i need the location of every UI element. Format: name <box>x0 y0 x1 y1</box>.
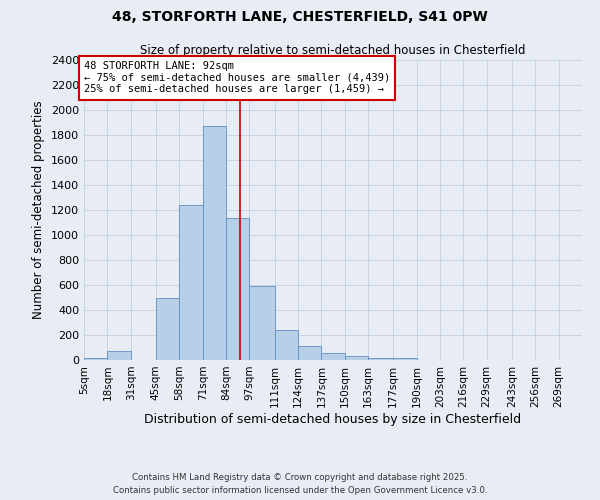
Title: Size of property relative to semi-detached houses in Chesterfield: Size of property relative to semi-detach… <box>140 44 526 58</box>
Bar <box>368 358 393 360</box>
Bar <box>156 298 179 360</box>
Text: 48 STORFORTH LANE: 92sqm
← 75% of semi-detached houses are smaller (4,439)
25% o: 48 STORFORTH LANE: 92sqm ← 75% of semi-d… <box>84 61 390 94</box>
Bar <box>344 356 368 360</box>
Y-axis label: Number of semi-detached properties: Number of semi-detached properties <box>32 100 46 320</box>
Bar <box>275 330 298 360</box>
Bar <box>179 205 203 360</box>
Bar <box>393 358 416 360</box>
Bar <box>298 346 322 360</box>
Bar <box>322 352 344 360</box>
Bar <box>226 218 250 360</box>
Text: 48, STORFORTH LANE, CHESTERFIELD, S41 0PW: 48, STORFORTH LANE, CHESTERFIELD, S41 0P… <box>112 10 488 24</box>
X-axis label: Distribution of semi-detached houses by size in Chesterfield: Distribution of semi-detached houses by … <box>145 412 521 426</box>
Bar <box>203 126 226 360</box>
Bar <box>107 350 131 360</box>
Text: Contains HM Land Registry data © Crown copyright and database right 2025.
Contai: Contains HM Land Registry data © Crown c… <box>113 474 487 495</box>
Bar <box>250 286 275 360</box>
Bar <box>84 358 107 360</box>
